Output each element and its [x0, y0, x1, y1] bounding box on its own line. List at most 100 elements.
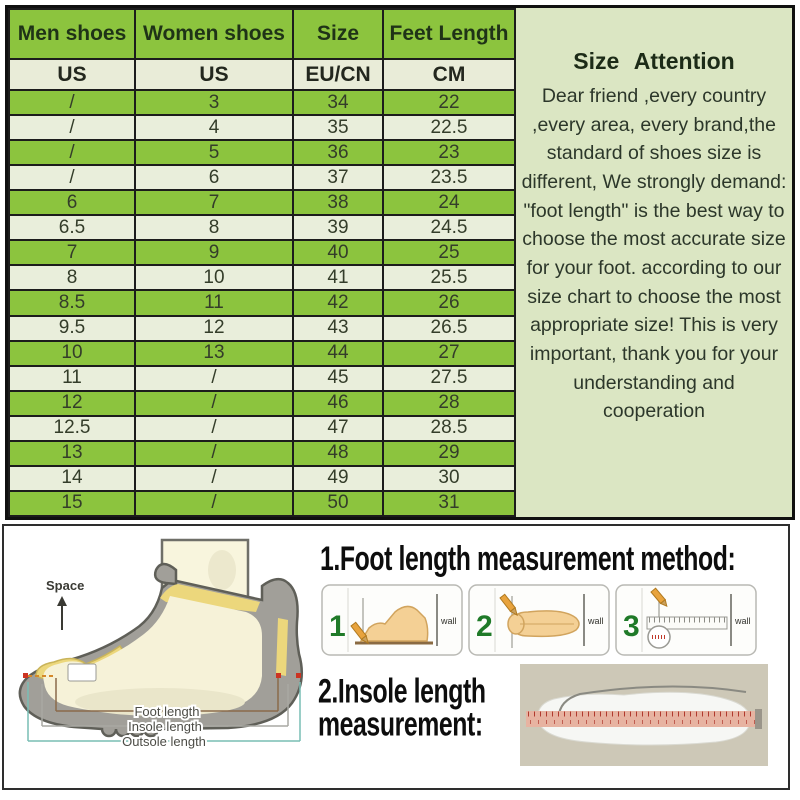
table-cell: 15	[8, 489, 136, 518]
foot-side-view	[359, 605, 429, 642]
table-row: /4 35 22.5	[8, 114, 516, 142]
table-cell: 3	[134, 89, 294, 117]
table-cell: 45	[292, 364, 384, 392]
insole-heading-line1: 2.Insole length	[318, 671, 486, 711]
table-cell: 6.5	[8, 214, 136, 242]
table-cell: 12	[8, 389, 136, 417]
table-cell: /	[8, 164, 136, 192]
table-row: /5 36 23	[8, 139, 516, 167]
table-cell: 6	[8, 189, 136, 217]
pencil-icon	[350, 621, 369, 645]
table-cell: 29	[382, 439, 516, 467]
table-cell: /	[134, 364, 294, 392]
table-cell: 5	[134, 139, 294, 167]
table-cell: /	[8, 89, 136, 117]
table-cell: /	[134, 489, 294, 518]
unit-us-men: US	[8, 58, 136, 92]
table-row: 6 7 38 24	[8, 189, 516, 217]
table-cell: 27.5	[382, 364, 516, 392]
table-cell: 6	[134, 164, 294, 192]
heel-marker-outer	[296, 673, 301, 678]
table-cell: 9	[134, 239, 294, 267]
table-cell: 13	[134, 339, 294, 367]
table-cell: 46	[292, 389, 384, 417]
size-chart-table: Men shoes Women shoes Size Feet Length U…	[8, 7, 516, 518]
table-cell: 8.5	[8, 289, 136, 317]
table-cell: /	[8, 139, 136, 167]
table-cell: 47	[292, 414, 384, 442]
attention-title: Size Attention	[573, 48, 735, 74]
toe-marker	[23, 673, 28, 678]
table-cell: 11	[134, 289, 294, 317]
measuring-tape	[526, 711, 760, 727]
pencil-icon	[499, 593, 518, 617]
table-cell: 26	[382, 289, 516, 317]
outsole-length-label: Outsole length	[122, 734, 206, 749]
table-row: 7 9 40 25	[8, 239, 516, 267]
table-cell: 24.5	[382, 214, 516, 242]
table-cell: 14	[8, 464, 136, 492]
table-cell: 13	[8, 439, 136, 467]
step-2-panel: 2 wall	[468, 584, 610, 656]
table-cell: 30	[382, 464, 516, 492]
table-row: /6 37 23.5	[8, 164, 516, 192]
leg-shading	[208, 550, 236, 590]
table-row: /3 34 22	[8, 89, 516, 117]
table-cell: 23	[382, 139, 516, 167]
step-3-number: 3	[623, 610, 640, 643]
table-cell: 41	[292, 264, 384, 292]
tape-clip	[755, 709, 762, 729]
table-cell: /	[8, 114, 136, 142]
table-row: 8 10 41 25.5	[8, 264, 516, 292]
size-table-body: /3 34 22/4 35 22.5/5 36 23/6 37 23.5 6 7 38 24 6.5 8 39…	[8, 89, 516, 518]
table-cell: 36	[292, 139, 384, 167]
table-cell: 35	[292, 114, 384, 142]
measurement-guide-block: Space Foot length Insole length Outsole …	[2, 524, 790, 790]
unit-us-women: US	[134, 58, 294, 92]
table-cell: 48	[292, 439, 384, 467]
table-cell: 49	[292, 464, 384, 492]
table-cell: 50	[292, 489, 384, 518]
attention-text: Dear friend ,every country ,every area, …	[521, 85, 787, 423]
table-row: 8.5 11 42 26	[8, 289, 516, 317]
table-cell: 9.5	[8, 314, 136, 342]
instep-lining	[160, 584, 260, 612]
header-feet-length: Feet Length	[382, 7, 516, 61]
pencil-icon	[650, 587, 668, 608]
table-row: 12.5/47 28.5	[8, 414, 516, 442]
step-1-panel: 1 wall	[321, 584, 463, 656]
unit-cm: CM	[382, 58, 516, 92]
table-cell: 38	[292, 189, 384, 217]
heel-lining	[276, 618, 288, 676]
heel-marker-inner	[276, 673, 281, 678]
table-cell: 8	[134, 214, 294, 242]
table-cell: 4	[134, 114, 294, 142]
header-men-shoes: Men shoes	[8, 7, 136, 61]
table-cell: 34	[292, 89, 384, 117]
insole-length-heading: 2.Insole length measurement:	[318, 671, 486, 741]
step-3-panel: 3 wall	[615, 584, 757, 656]
table-cell: 22.5	[382, 114, 516, 142]
table-cell: 44	[292, 339, 384, 367]
table-cell: 40	[292, 239, 384, 267]
table-header-row: Men shoes Women shoes Size Feet Length	[8, 7, 516, 61]
table-row: 14/49 30	[8, 464, 516, 492]
table-cell: 12.5	[8, 414, 136, 442]
table-row: 11/45 27.5	[8, 364, 516, 392]
space-label: Space	[46, 578, 84, 593]
table-row: 15/50 31	[8, 489, 516, 518]
table-cell: 39	[292, 214, 384, 242]
table-cell: 10	[8, 339, 136, 367]
shoe-tongue-hook	[153, 562, 178, 586]
wall-label: wall	[440, 616, 457, 626]
space-arrow-head	[57, 596, 67, 606]
table-cell: 27	[382, 339, 516, 367]
insole-edge-outline	[558, 685, 747, 727]
table-cell: 26.5	[382, 314, 516, 342]
table-cell: 25.5	[382, 264, 516, 292]
table-cell: 31	[382, 489, 516, 518]
ruler	[646, 616, 728, 630]
table-row: 12/46 28	[8, 389, 516, 417]
measurement-steps-row: 1 wall 2 wall	[321, 584, 757, 656]
table-cell: /	[134, 389, 294, 417]
